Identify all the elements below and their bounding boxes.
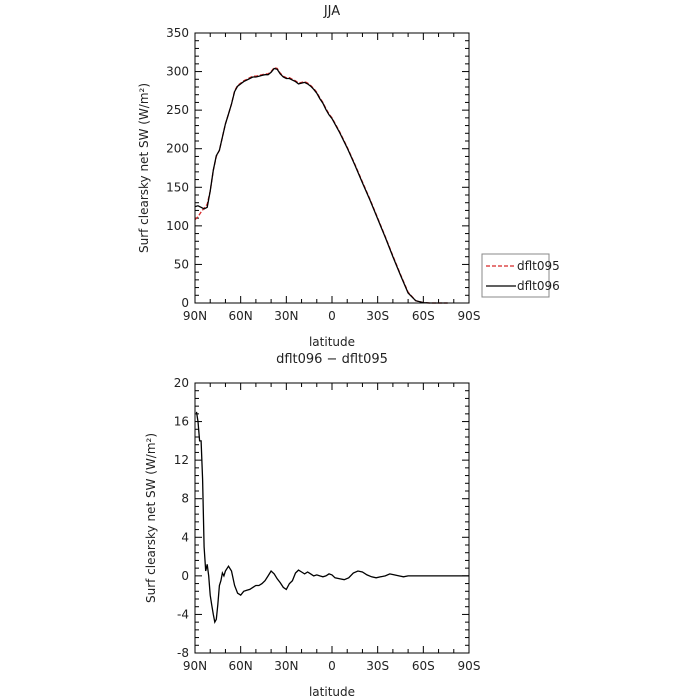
bottom-y-tick-label: -8: [177, 646, 189, 660]
bottom-y-tick-label: 4: [181, 530, 189, 544]
bottom-x-tick-label: 30S: [366, 659, 389, 673]
bottom-y-tick-label: 20: [174, 376, 189, 390]
top-y-tick-label: 100: [166, 219, 189, 233]
bottom-panel: dflt096 − dflt095 90N 60N 30N 0 30S 60S 90S -8 -…: [144, 352, 480, 699]
bottom-plot-area: 90N 60N 30N 0 30S 60S 90S -8 -4 0 4 8 12 16 20: [174, 376, 481, 673]
bottom-x-tick-label: 90S: [458, 659, 481, 673]
bottom-x-tick-label: 90N: [183, 659, 207, 673]
bottom-series-line-series-0: [195, 411, 469, 625]
top-x-tick-label: 0: [328, 309, 336, 323]
legend-label-dflt095: dflt095: [517, 259, 560, 273]
bottom-x-axis-label: latitude: [309, 685, 355, 699]
top-y-tick-label: 350: [166, 26, 189, 40]
top-series-line-dflt096: [194, 67, 448, 304]
top-x-tick-label: 30S: [366, 309, 389, 323]
top-y-axis-label: Surf clearsky net SW (W/m²): [137, 83, 151, 253]
bottom-y-tick-label: -4: [177, 607, 189, 621]
bottom-x-tick-label: 30N: [274, 659, 298, 673]
top-plot-area: 90N 60N 30N 0 30S 60S 90S 0 50 100 150 200 250 300 350: [166, 26, 480, 323]
top-x-tick-label: 90N: [183, 309, 207, 323]
top-y-tick-label: 150: [166, 180, 189, 194]
bottom-chart-title: dflt096 − dflt095: [276, 352, 388, 367]
top-y-tick-label: 250: [166, 103, 189, 117]
bottom-y-tick-label: 12: [174, 453, 189, 467]
top-chart-title: JJA: [323, 4, 340, 19]
top-plot-frame: [194, 32, 470, 304]
bottom-x-tick-label: 60N: [229, 659, 253, 673]
bottom-y-tick-label: 16: [174, 415, 189, 429]
bottom-x-tick-label: 60S: [412, 659, 435, 673]
top-y-tick-label: 50: [174, 257, 189, 271]
top-y-tick-label: 0: [181, 296, 189, 310]
bottom-y-axis-label: Surf clearsky net SW (W/m²): [144, 433, 158, 603]
bottom-y-tick-label: 8: [181, 492, 189, 506]
top-y-tick-label: 200: [166, 142, 189, 156]
top-x-axis-label: latitude: [309, 335, 355, 349]
top-x-tick-label: 60N: [229, 309, 253, 323]
bottom-x-tick-label: 0: [328, 659, 336, 673]
top-x-tick-label: 60S: [412, 309, 435, 323]
top-y-tick-label: 300: [166, 65, 189, 79]
bottom-plot-frame: [194, 382, 470, 654]
top-x-tick-label: 30N: [274, 309, 298, 323]
legend-box: [481, 253, 550, 298]
legend-label-dflt096: dflt096: [517, 279, 560, 293]
bottom-y-tick-label: 0: [181, 569, 189, 583]
top-panel: JJA 90N 60N 30N 0 30S 60S 90S 0 50 100 150 200 250 30…: [137, 4, 560, 349]
top-x-tick-label: 90S: [458, 309, 481, 323]
top-legend: dflt095 dflt096: [481, 253, 560, 298]
